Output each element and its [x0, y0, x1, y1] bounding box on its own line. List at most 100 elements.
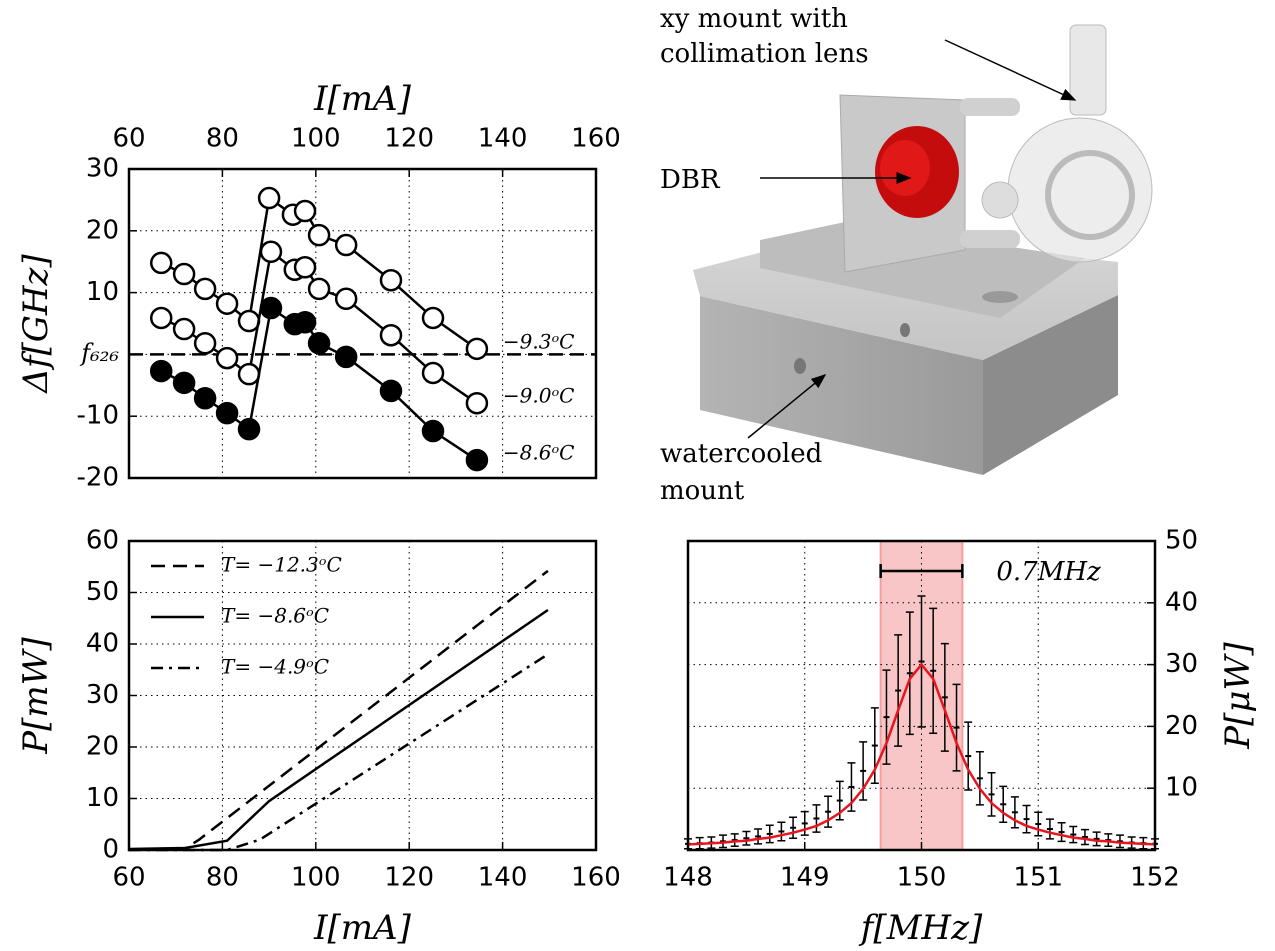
render-label: watercooled: [660, 439, 822, 469]
rod: [960, 230, 1020, 248]
x-tick-label: 150: [897, 863, 947, 893]
legend-label: T= −4.9ᵒC: [221, 655, 329, 679]
render-label: xy mount with: [660, 4, 848, 34]
y-tick-label: 30: [1165, 649, 1198, 679]
render-label: mount: [660, 476, 745, 506]
base-side: [983, 295, 1118, 475]
marker: [193, 332, 217, 355]
arrow: [944, 39, 1077, 101]
y-tick-label: 60: [86, 526, 119, 556]
hole: [794, 358, 806, 374]
y-tick-label: f₆₂₆: [79, 339, 119, 367]
marker: [465, 448, 489, 472]
y-tick-label: -10: [77, 401, 119, 431]
x-tick-label: 100: [291, 124, 341, 154]
x-tick-label: 140: [478, 124, 528, 154]
y-tick-label: 10: [1165, 773, 1198, 803]
marker: [421, 306, 445, 330]
render: xy mount with collimation lens DBR water…: [660, 4, 1153, 506]
marker: [172, 317, 196, 341]
hole: [982, 291, 1018, 303]
y-tick-label: 40: [1165, 587, 1198, 617]
marker: [379, 323, 403, 347]
marker: [237, 362, 261, 386]
marker: [237, 309, 261, 333]
y-tick-label: 30: [86, 680, 119, 710]
marker: [149, 359, 173, 383]
screw: [981, 181, 1019, 219]
marker: [293, 256, 317, 279]
x-tick-label: 151: [1013, 863, 1063, 893]
series-line: [128, 608, 549, 851]
y-tick-label: 20: [86, 732, 119, 762]
marker: [193, 277, 217, 301]
y-tick-label: 20: [1165, 711, 1198, 741]
marker: [421, 361, 445, 385]
marker: [257, 186, 281, 210]
x-tick-label: 100: [291, 863, 341, 893]
x-tick-label: 120: [384, 863, 434, 893]
render-label: collimation lens: [660, 39, 869, 69]
screw: [1069, 24, 1107, 116]
x-axis-label: I[mA]: [313, 908, 411, 948]
y-tick-label: 20: [86, 215, 119, 245]
y-axis-label: P[mW]: [16, 636, 56, 754]
series-label: −9.0ᵒC: [503, 384, 575, 408]
plot-frame: [686, 539, 1157, 852]
marker: [215, 292, 239, 315]
render-label: DBR: [660, 165, 721, 195]
marker: [172, 371, 196, 395]
y-tick-label: -20: [77, 463, 119, 493]
y-tick-label: 10: [86, 783, 119, 813]
x-tick-label: 120: [384, 124, 434, 154]
x-tick-label: 160: [571, 863, 621, 893]
fwhm-bracket: [879, 564, 964, 578]
marker: [259, 296, 283, 320]
marker: [259, 240, 283, 264]
series-line: [687, 662, 1156, 846]
series-label: −8.6ᵒC: [503, 441, 575, 465]
marker: [465, 391, 489, 415]
marker: [293, 311, 317, 334]
x-tick-label: 80: [206, 863, 239, 893]
rod: [960, 98, 1020, 116]
y-tick-label: 30: [86, 154, 119, 184]
band-label: 0.7MHz: [996, 557, 1101, 587]
y-tick-label: 50: [86, 577, 119, 607]
hole: [900, 323, 910, 337]
marker: [334, 233, 358, 257]
x-tick-label: 140: [478, 863, 528, 893]
lens-mount: [1045, 150, 1135, 240]
marker: [293, 199, 317, 223]
marker: [237, 417, 261, 441]
chart: 60 80 100 120 140 160 30 20 10 f₆₂₆ -10 -20 −9.3ᵒC −9…: [16, 79, 621, 493]
x-tick-label: 80: [206, 124, 239, 154]
base-front: [700, 296, 983, 475]
x-axis-label: I[mA]: [313, 79, 411, 119]
marker: [307, 223, 331, 247]
marker: [307, 277, 331, 301]
x-tick-label: 60: [112, 124, 145, 154]
x-tick-label: 160: [571, 124, 621, 154]
series-label: −9.3ᵒC: [503, 329, 575, 353]
legend-label: T= −8.6ᵒC: [221, 604, 329, 628]
marker: [215, 401, 239, 425]
marker: [149, 306, 173, 330]
y-tick-label: 0: [102, 835, 119, 865]
marker: [307, 332, 331, 355]
series-line: [128, 569, 549, 852]
y-tick-label: 50: [1165, 526, 1198, 556]
marker: [465, 337, 489, 361]
marker: [193, 387, 217, 410]
x-tick-label: 152: [1130, 863, 1180, 893]
marker: [172, 262, 196, 286]
plot-frame: [127, 539, 598, 852]
dbr-part: [880, 140, 930, 196]
x-axis-label: f[MHz]: [858, 908, 983, 948]
marker: [334, 345, 358, 369]
arrow: [747, 374, 827, 439]
y-axis-label: Δf[GHz]: [16, 254, 56, 395]
marker: [334, 287, 358, 311]
marker: [149, 251, 173, 275]
